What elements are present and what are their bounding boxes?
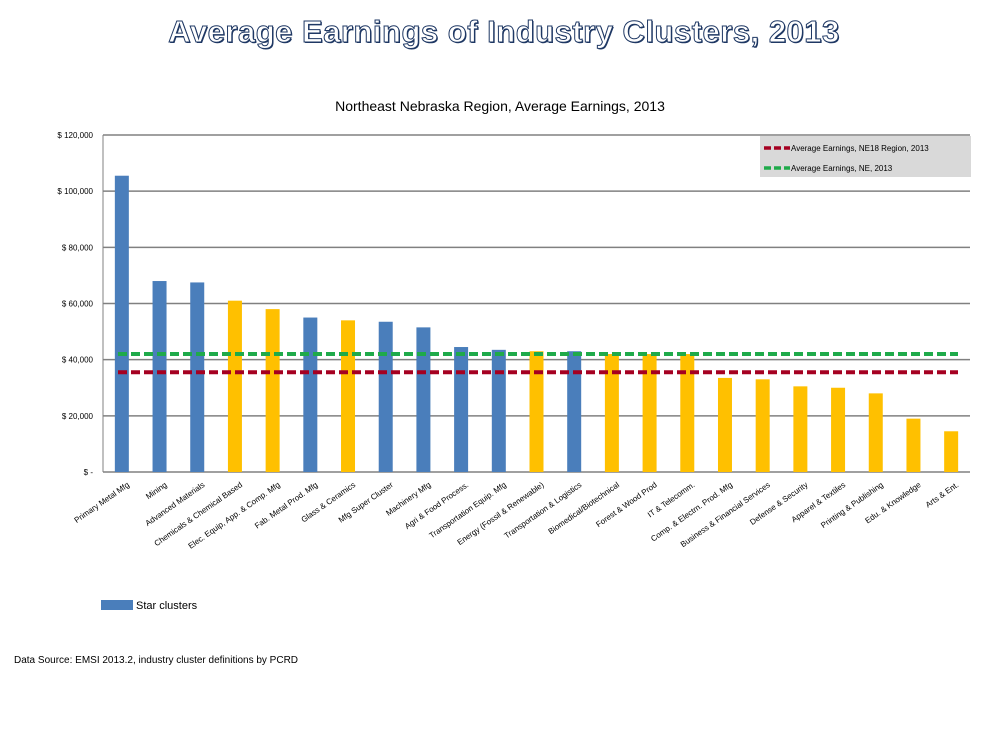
source-note: Data Source: EMSI 2013.2, industry clust… [14,655,299,666]
x-tick-label: Arts & Ent. [924,480,960,509]
bar [378,321,393,472]
bar [227,300,242,472]
x-tick-label: Agri & Food Process. [403,480,470,531]
bar [416,327,431,472]
x-tick-label: Primary Metal Mfg [73,480,131,525]
bar [944,431,959,472]
star-clusters-legend: Star clusters [101,600,198,612]
bar [604,354,619,472]
bar [868,393,883,472]
y-tick-label: $ 20,000 [62,412,94,421]
slide-title: Average Earnings of Industry Clusters, 2… [168,14,840,50]
bar [303,317,318,472]
bar [906,418,921,472]
bar [190,282,205,472]
y-tick-label: $ 100,000 [57,187,93,196]
bar [567,351,582,472]
legend-box [760,136,971,177]
bar [265,309,280,472]
star-clusters-label: Star clusters [136,600,198,612]
bar [793,386,808,472]
bar [831,387,846,472]
y-tick-label: $ 60,000 [62,300,94,309]
y-tick-label: $ 40,000 [62,356,94,365]
bar [454,347,469,472]
chart-title: Northeast Nebraska Region, Average Earni… [335,98,665,114]
star-clusters-swatch [101,600,133,610]
legend-label: Average Earnings, NE, 2013 [791,164,893,173]
chart-legend: Average Earnings, NE18 Region, 2013 Avera… [760,136,971,177]
bar [642,354,657,472]
y-tick-label: $ - [84,468,94,477]
bar [152,281,167,472]
bar [341,320,356,472]
legend-label: Average Earnings, NE18 Region, 2013 [791,144,929,153]
bar [680,354,695,472]
x-tick-label: Printing & Publishing [819,480,885,530]
bar [755,379,770,472]
bar [114,175,129,473]
x-tick-label: Biomedical/Biotechnical [547,480,622,536]
bar [717,377,732,472]
x-tick-label: Mining [144,480,168,501]
bar [491,349,506,472]
bar [529,351,544,472]
x-tick-label: Fab. Metal Prod. Mfg [253,480,319,530]
y-tick-label: $ 80,000 [62,243,94,252]
y-tick-label: $ 120,000 [57,131,93,140]
